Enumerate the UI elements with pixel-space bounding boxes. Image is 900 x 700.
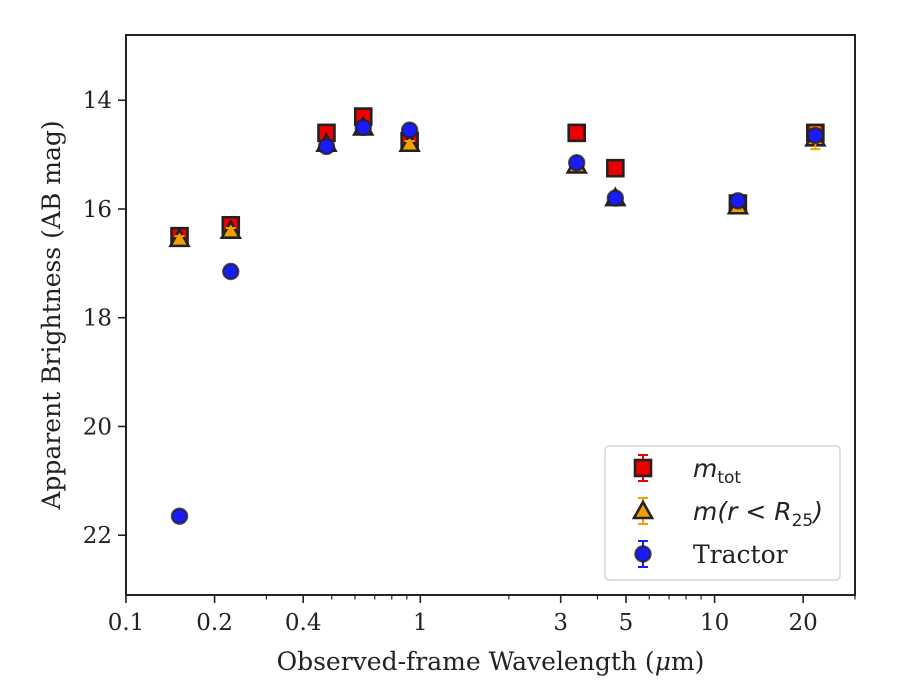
x-tick-label: 10 — [700, 610, 729, 636]
legend-entry-mr: m(r < R25) — [631, 497, 823, 531]
x-tick-label: 5 — [619, 610, 634, 636]
data-points — [168, 107, 827, 525]
series-mr — [168, 115, 827, 248]
y-tick-label: 18 — [83, 306, 112, 332]
x-tick-label: 3 — [553, 610, 568, 636]
x-tick-label: 0.2 — [196, 610, 233, 636]
plot-frame — [125, 34, 856, 596]
legend-marker-mr — [631, 499, 655, 520]
legend-entry-tractor: Tractor — [634, 540, 788, 569]
x-axis: 0.1 0.2 0.4 1 3 5 10 20 — [108, 595, 856, 636]
legend-marker-mtot — [633, 458, 653, 478]
legend-marker-tractor — [634, 545, 652, 563]
y-axis-label: Apparent Brightness (AB mag) — [37, 120, 66, 510]
legend-entry-mtot: mtot — [633, 454, 741, 488]
legend-label: Tractor — [693, 540, 788, 569]
x-tick-label: 20 — [789, 610, 818, 636]
y-tick-label: 20 — [83, 414, 112, 440]
x-tick-label: 0.1 — [108, 610, 145, 636]
y-tick-label: 22 — [83, 523, 112, 549]
legend-label: m(r < R25) — [693, 497, 823, 531]
x-tick-label: 0.4 — [285, 610, 322, 636]
y-tick-label: 14 — [83, 88, 112, 114]
y-axis: 14 16 18 20 22 — [83, 88, 126, 549]
legend-box — [604, 445, 841, 581]
series-mtot — [170, 107, 825, 246]
legend-label: mtot — [693, 454, 741, 488]
x-tick-label: 1 — [413, 610, 428, 636]
series-tractor — [170, 118, 825, 525]
legend: mtot m(r < R25) Tractor — [604, 445, 841, 581]
x-axis-label: Observed-frame Wavelength (μm) — [277, 647, 705, 676]
y-tick-label: 16 — [83, 197, 112, 223]
